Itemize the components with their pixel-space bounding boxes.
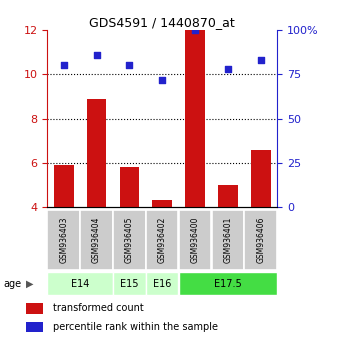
Text: GSM936404: GSM936404 bbox=[92, 217, 101, 263]
Bar bbox=[179, 272, 277, 295]
Bar bbox=[146, 210, 178, 270]
Bar bbox=[47, 210, 80, 270]
Point bbox=[160, 77, 165, 82]
Bar bbox=[113, 272, 146, 295]
Point bbox=[61, 63, 67, 68]
Bar bbox=[218, 185, 238, 207]
Bar bbox=[80, 210, 113, 270]
Point bbox=[94, 52, 99, 58]
Bar bbox=[251, 149, 271, 207]
Bar bbox=[179, 210, 211, 270]
Text: GSM936402: GSM936402 bbox=[158, 217, 167, 263]
Bar bbox=[87, 99, 106, 207]
Bar bbox=[185, 30, 205, 207]
Text: percentile rank within the sample: percentile rank within the sample bbox=[53, 322, 218, 332]
Bar bbox=[146, 272, 178, 295]
Text: GSM936403: GSM936403 bbox=[59, 217, 68, 263]
Point bbox=[225, 66, 231, 72]
Bar bbox=[244, 210, 277, 270]
Text: GSM936400: GSM936400 bbox=[191, 217, 199, 263]
Text: transformed count: transformed count bbox=[53, 303, 143, 313]
Bar bbox=[113, 210, 146, 270]
Text: E16: E16 bbox=[153, 279, 171, 289]
Text: GSM936406: GSM936406 bbox=[256, 217, 265, 263]
Text: age: age bbox=[3, 279, 22, 289]
Title: GDS4591 / 1440870_at: GDS4591 / 1440870_at bbox=[89, 16, 235, 29]
Bar bbox=[26, 321, 43, 332]
Bar bbox=[47, 272, 113, 295]
Point bbox=[258, 57, 263, 63]
Text: E17.5: E17.5 bbox=[214, 279, 242, 289]
Bar bbox=[54, 165, 74, 207]
Point bbox=[127, 63, 132, 68]
Bar bbox=[26, 303, 43, 314]
Text: GSM936401: GSM936401 bbox=[223, 217, 233, 263]
Bar bbox=[120, 167, 139, 207]
Text: E14: E14 bbox=[71, 279, 89, 289]
Point bbox=[192, 27, 198, 33]
Bar bbox=[152, 200, 172, 207]
Text: ▶: ▶ bbox=[26, 279, 34, 289]
Text: GSM936405: GSM936405 bbox=[125, 217, 134, 263]
Bar bbox=[212, 210, 244, 270]
Text: E15: E15 bbox=[120, 279, 139, 289]
